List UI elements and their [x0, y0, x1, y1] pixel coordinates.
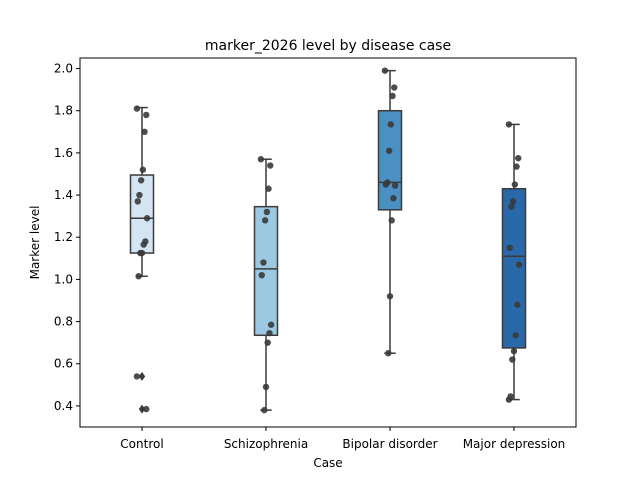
data-point	[140, 241, 147, 248]
y-tick-label: 1.2	[54, 230, 73, 244]
y-tick-label: 1.4	[54, 188, 73, 202]
data-point	[391, 84, 398, 91]
data-point	[515, 261, 523, 268]
data-point	[386, 293, 394, 300]
data-point	[264, 339, 271, 346]
data-point	[385, 350, 392, 357]
y-tick-label: 1.8	[54, 104, 73, 118]
data-point	[512, 332, 519, 339]
data-point	[514, 301, 521, 308]
box-iqr	[501, 187, 527, 349]
data-point	[137, 177, 145, 184]
data-point	[509, 198, 517, 205]
data-point	[137, 249, 144, 257]
y-axis-label: Marker level	[28, 206, 42, 280]
data-point	[260, 259, 267, 266]
data-point	[506, 244, 513, 251]
data-point	[391, 182, 399, 189]
data-point	[262, 383, 270, 391]
data-point	[133, 373, 141, 380]
data-point	[261, 217, 269, 224]
data-point	[139, 166, 147, 173]
chart-title: marker_2026 level by disease case	[205, 38, 451, 54]
data-point	[267, 162, 274, 169]
data-point	[143, 111, 150, 119]
data-point	[511, 181, 519, 188]
data-point	[133, 105, 141, 112]
y-tick-label: 0.8	[54, 315, 73, 329]
data-point	[513, 163, 520, 170]
x-tick-label: Schizophrenia	[224, 437, 308, 451]
y-tick-label: 1.0	[54, 272, 73, 286]
y-tick-label: 0.4	[54, 399, 73, 413]
data-point	[382, 181, 389, 188]
x-axis: Control Schizophrenia Bipolar disorder Majo…	[120, 427, 565, 451]
x-tick-label: Major depression	[463, 437, 566, 451]
data-point	[261, 406, 268, 414]
data-point	[135, 273, 142, 280]
data-point	[509, 356, 516, 363]
data-point	[510, 347, 518, 355]
data-point	[143, 215, 151, 222]
y-tick-label: 2.0	[54, 62, 73, 76]
outlier-marker	[138, 371, 146, 381]
data-point	[385, 147, 393, 154]
y-tick-label: 0.6	[54, 357, 73, 371]
data-point	[258, 271, 265, 279]
y-axis: 0.4 0.6 0.8 1.0 1.2 1.4 1.6 1.8 2.0	[54, 62, 80, 413]
data-point	[515, 154, 522, 162]
data-point	[134, 198, 141, 205]
data-point	[267, 321, 275, 328]
box-group-schizophrenia	[253, 156, 279, 414]
data-point	[266, 329, 273, 337]
box-group-major-depression	[501, 121, 527, 403]
data-point	[389, 92, 396, 100]
data-point	[141, 128, 148, 135]
x-tick-label: Control	[120, 437, 163, 451]
box-iqr	[253, 205, 279, 337]
data-point	[505, 121, 513, 128]
data-point	[390, 195, 397, 202]
plot-frame	[79, 57, 577, 428]
data-point	[387, 121, 395, 128]
x-axis-label: Case	[313, 456, 342, 470]
plot-area	[129, 67, 527, 414]
data-point	[381, 67, 389, 74]
data-point	[143, 405, 150, 413]
data-point	[263, 208, 271, 216]
data-point	[257, 156, 265, 163]
box-group-control	[129, 105, 155, 414]
data-point	[265, 185, 272, 192]
data-point	[505, 396, 513, 403]
outlier-marker	[138, 404, 146, 414]
data-point	[136, 191, 143, 199]
box-iqr	[129, 174, 155, 254]
data-point	[388, 217, 395, 224]
x-tick-label: Bipolar disorder	[342, 437, 437, 451]
data-point	[508, 203, 515, 210]
y-tick-label: 1.6	[54, 146, 73, 160]
box-group-bipolar-disorder	[377, 67, 403, 357]
